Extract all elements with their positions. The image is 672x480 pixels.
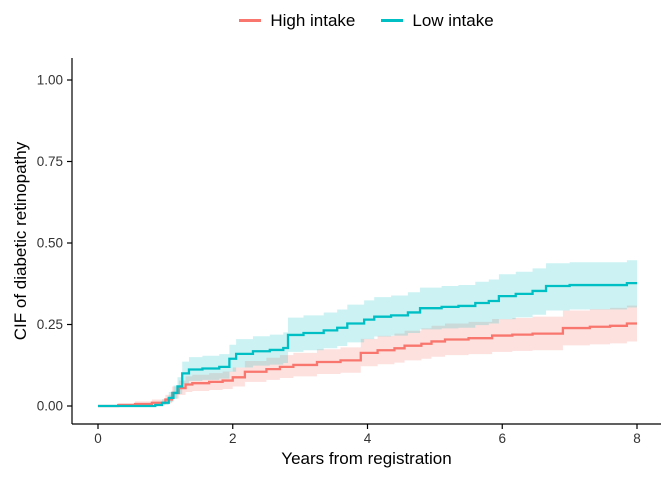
legend-item-low-intake: Low intake — [381, 11, 494, 30]
y-axis-title: CIF of diabetic retinopathy — [11, 141, 30, 341]
legend: High intake Low intake — [72, 12, 661, 29]
x-tick-label: 4 — [364, 431, 372, 446]
cif-curve-low-intake — [98, 281, 637, 408]
legend-key-line-low-intake — [381, 19, 404, 22]
legend-label: Low intake — [412, 11, 494, 30]
x-tick-label: 0 — [94, 431, 102, 446]
x-tick-label: 6 — [498, 431, 506, 446]
legend-label: High intake — [270, 11, 356, 30]
legend-item-high-intake: High intake — [239, 12, 355, 29]
x-tick-label: 8 — [633, 431, 641, 446]
y-tick-label: 0.75 — [37, 154, 63, 169]
y-tick-label: 0.25 — [37, 317, 63, 332]
y-tick-label: 1.00 — [37, 73, 63, 88]
y-tick-label: 0.50 — [37, 236, 63, 251]
x-axis-title: Years from registration — [281, 449, 452, 468]
y-tick-label: 0.00 — [37, 399, 63, 414]
x-tick-label: 2 — [229, 431, 237, 446]
legend-key-line-high-intake — [239, 19, 262, 22]
